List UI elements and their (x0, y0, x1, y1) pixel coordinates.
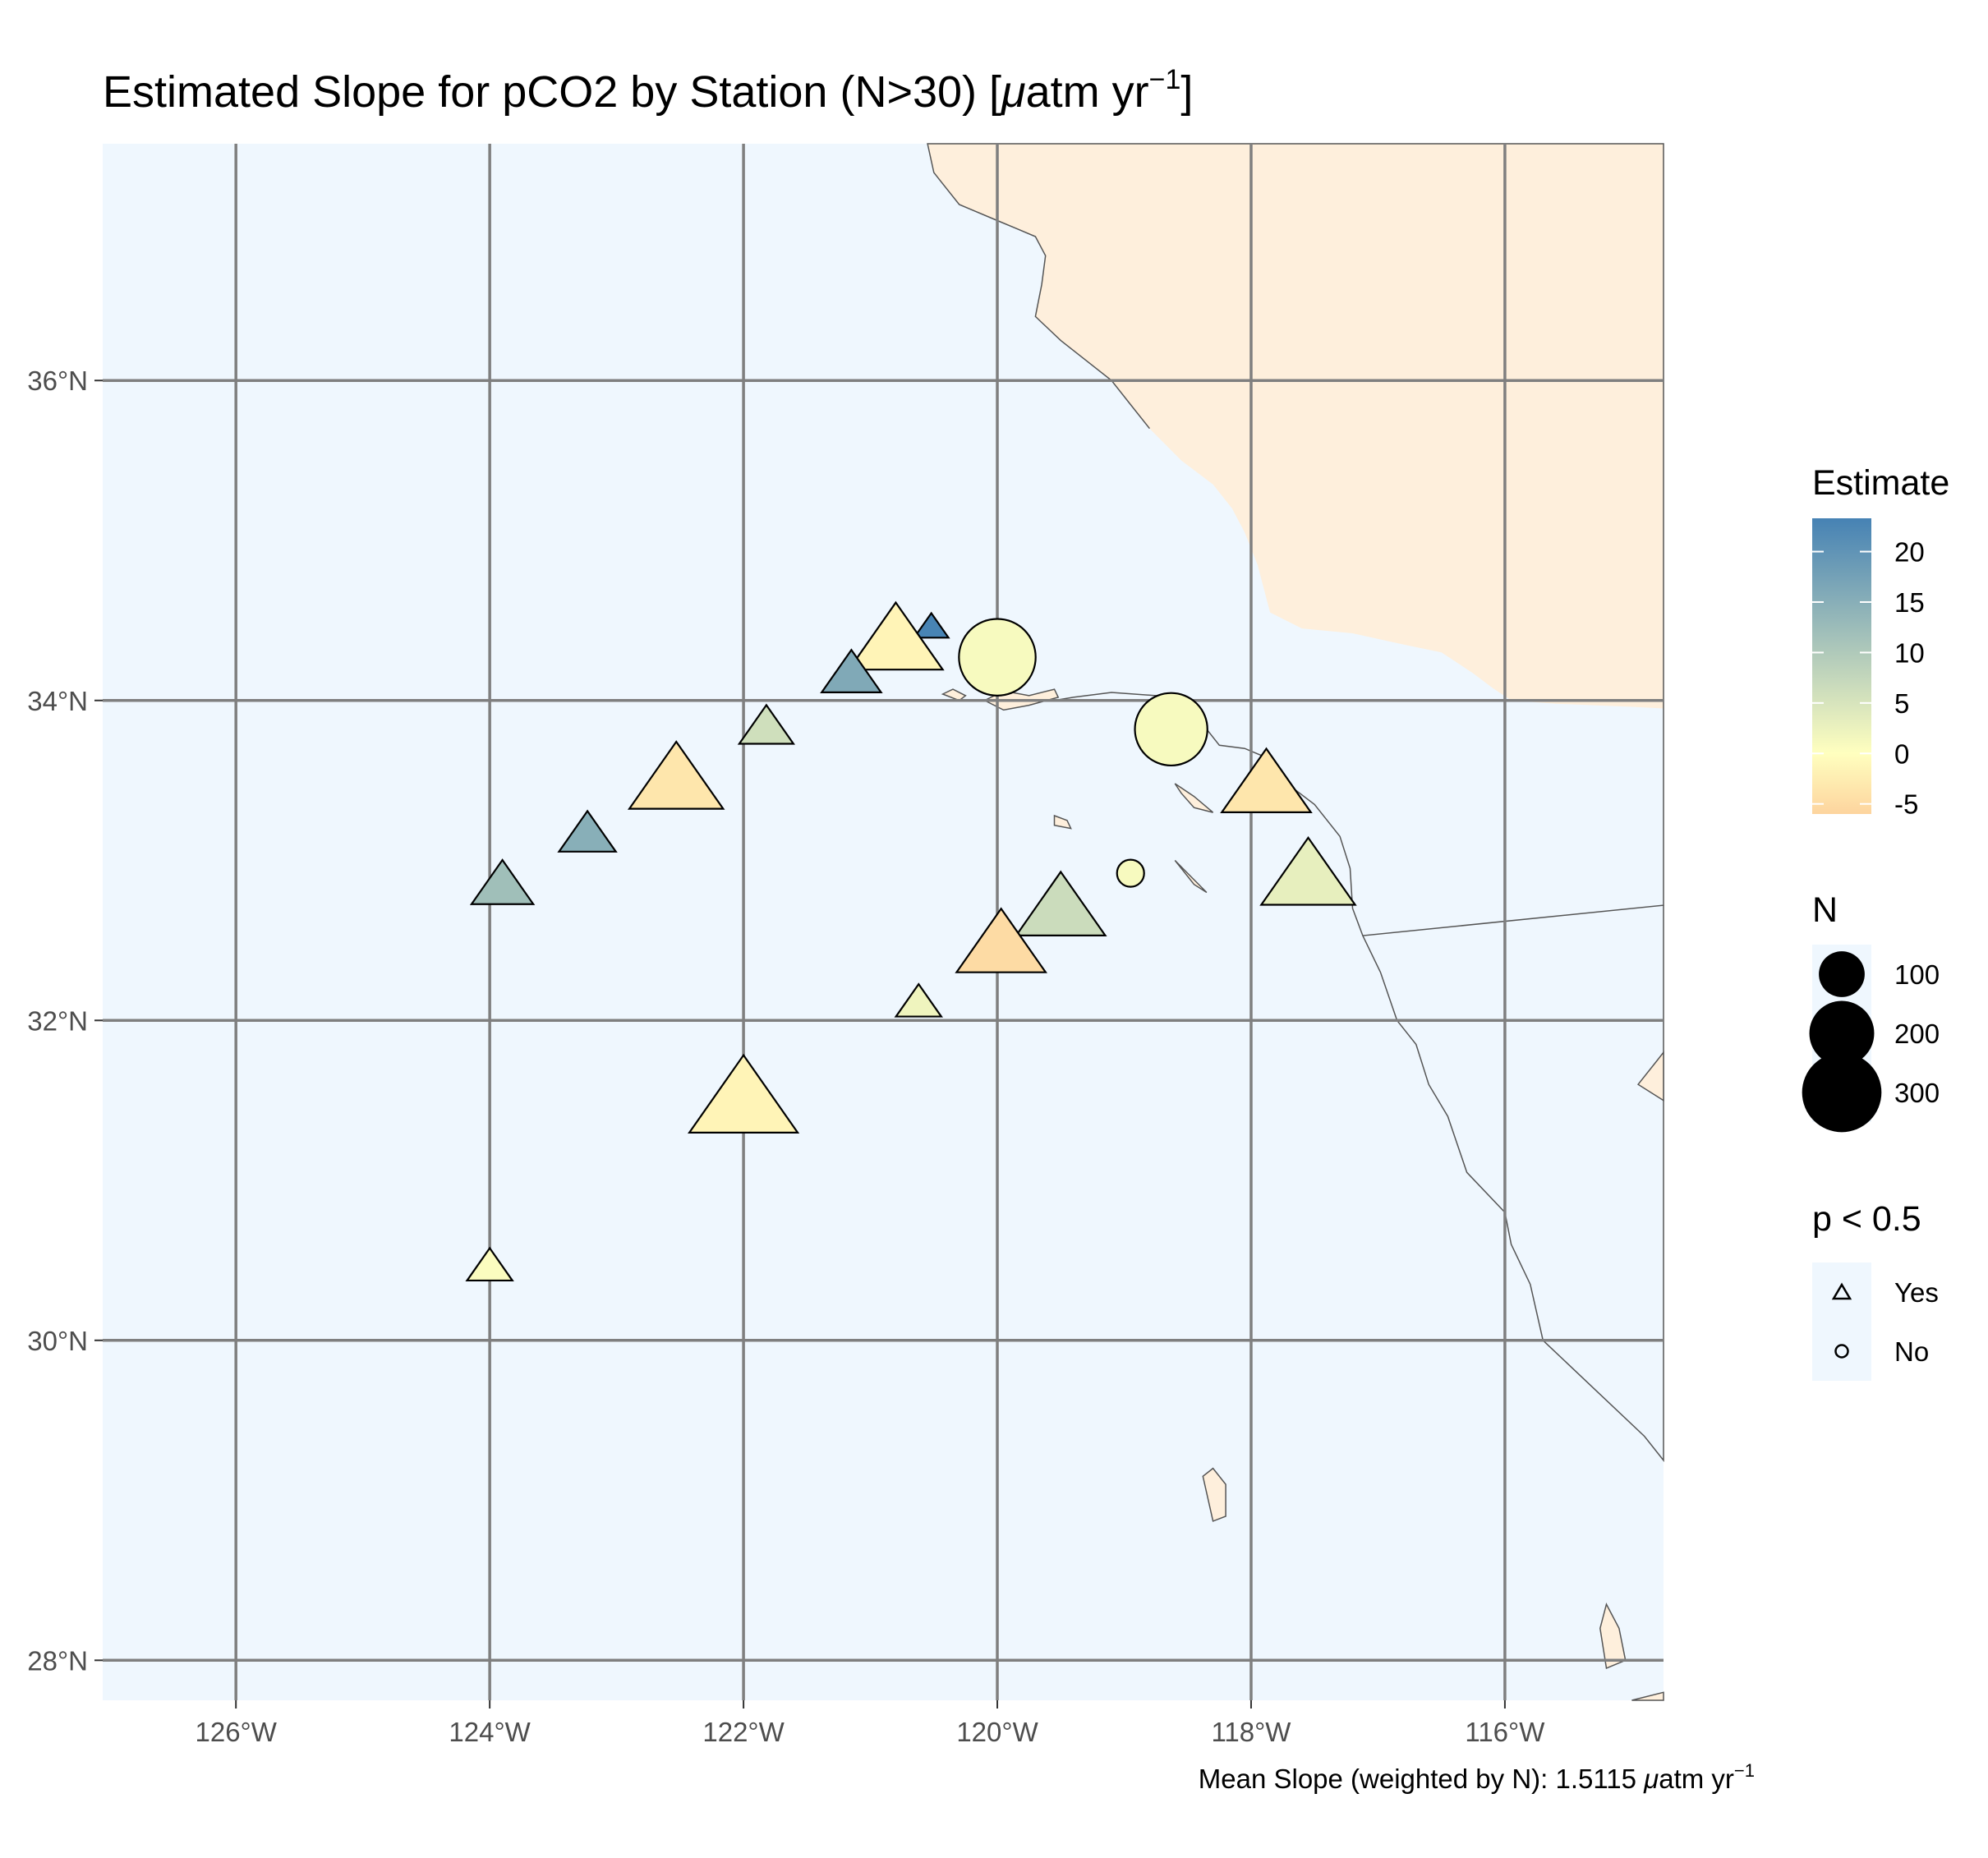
station-marker-triangle (1014, 870, 1107, 936)
station-marker-circle (1134, 692, 1208, 767)
estimate-colorbar (1812, 518, 1871, 814)
n-legend-key (1809, 1000, 1875, 1066)
x-tick-label: 118°W (1211, 1717, 1291, 1747)
legend-n-title: N (1812, 890, 1838, 930)
station-marker-triangle (847, 600, 945, 671)
station-marker-triangle (1220, 747, 1313, 814)
y-tick-label: 28°N (27, 1645, 88, 1676)
p-legend-label: No (1894, 1336, 1929, 1367)
p-legend-label: Yes (1894, 1277, 1939, 1308)
caption: Mean Slope (weighted by N): 1.5115 μatm … (1199, 1760, 1755, 1794)
island (1599, 1603, 1627, 1670)
x-tick-label: 126°W (195, 1717, 277, 1747)
n-legend-key (1802, 1052, 1882, 1133)
station-marker-triangle (1259, 835, 1357, 906)
n-legend-label: 200 (1894, 1019, 1940, 1049)
station-marker-triangle (737, 703, 795, 745)
mainland-fill (927, 144, 1664, 709)
y-tick-label: 34°N (27, 686, 88, 716)
colorbar-label: 15 (1894, 587, 1925, 618)
island (1053, 814, 1072, 830)
colorbar-label: -5 (1894, 789, 1918, 820)
legend-p-keys-bg (1812, 1262, 1871, 1381)
axis-labels: 126°W 124°W 122°W 120°W 118°W 116°W 28°N 30°N 32… (27, 366, 1545, 1747)
colorbar-label: 5 (1894, 688, 1909, 719)
island (1174, 783, 1214, 813)
y-tick-label: 30°N (27, 1326, 88, 1356)
graticule (103, 144, 1664, 1700)
island (1202, 1467, 1226, 1522)
station-marker-triangle (955, 907, 1047, 973)
colorbar-label: 0 (1894, 738, 1909, 769)
p-legend-circle-key (1834, 1344, 1849, 1359)
station-marker-triangle (688, 1053, 800, 1134)
colorbar-label: 20 (1894, 537, 1925, 568)
baja-east-coast (1636, 1051, 1664, 1102)
station-marker-triangle (627, 740, 725, 810)
p-legend-triangle-key (1831, 1282, 1852, 1300)
station-markers (465, 600, 1357, 1282)
colorbar-label: 10 (1894, 637, 1925, 668)
y-tick-label: 36°N (27, 366, 88, 396)
station-marker-triangle (820, 648, 883, 694)
legend-p: p < 0.5 Yes No (1812, 1199, 1939, 1381)
n-legend-label: 100 (1894, 959, 1940, 990)
x-tick-label: 120°W (956, 1717, 1038, 1747)
legend-p-title: p < 0.5 (1812, 1199, 1921, 1239)
station-marker-triangle (557, 809, 618, 853)
station-marker-triangle (469, 858, 536, 905)
legend-estimate: Estimate 20 15 10 5 0 -5 (1812, 463, 1949, 820)
x-tick-label: 124°W (449, 1717, 531, 1747)
legend-n: N 100 200 300 (1802, 890, 1940, 1133)
n-legend-key (1819, 951, 1865, 997)
n-legend-label: 300 (1894, 1078, 1940, 1108)
station-marker-triangle (912, 611, 950, 639)
station-marker-circle (1116, 858, 1145, 888)
x-tick-label: 122°W (702, 1717, 785, 1747)
island (1174, 859, 1208, 894)
station-marker-triangle (894, 982, 943, 1018)
island (1631, 1691, 1664, 1701)
y-tick-label: 32°N (27, 1005, 88, 1036)
legend-estimate-title: Estimate (1812, 463, 1949, 503)
island (941, 688, 967, 701)
x-tick-label: 116°W (1465, 1717, 1545, 1747)
station-marker-circle (958, 618, 1037, 697)
figure-title: Estimated Slope for pCO2 by Station (N>3… (103, 64, 1193, 117)
station-marker-triangle (465, 1246, 514, 1282)
